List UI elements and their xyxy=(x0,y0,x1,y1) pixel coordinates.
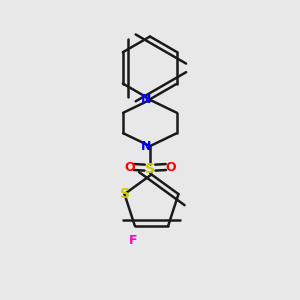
Text: O: O xyxy=(124,160,135,173)
Text: N: N xyxy=(141,93,152,106)
Text: N: N xyxy=(141,140,152,153)
Text: F: F xyxy=(129,234,138,247)
Text: O: O xyxy=(165,160,175,173)
Text: S: S xyxy=(145,161,155,176)
Text: S: S xyxy=(119,187,130,201)
